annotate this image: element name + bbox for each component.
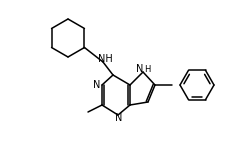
Text: N: N bbox=[93, 80, 101, 90]
Text: N: N bbox=[115, 113, 123, 123]
Text: H: H bbox=[144, 65, 151, 73]
Text: N: N bbox=[136, 64, 144, 74]
Text: NH: NH bbox=[98, 54, 112, 64]
